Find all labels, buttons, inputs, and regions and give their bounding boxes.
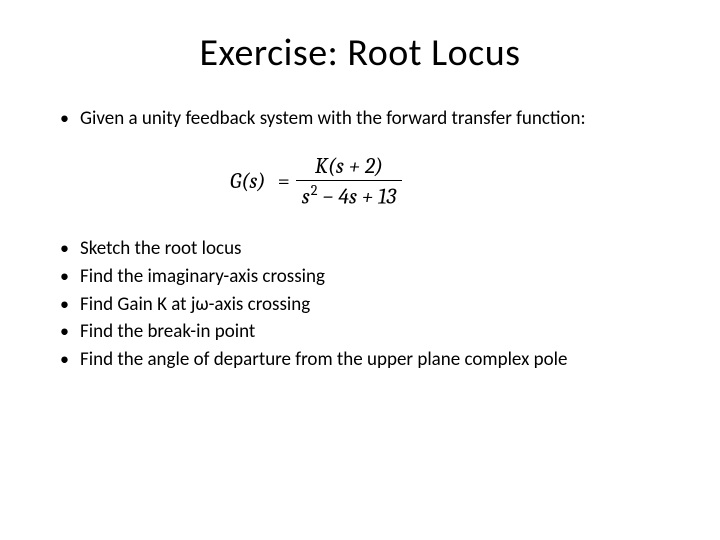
den-s: s bbox=[302, 183, 310, 209]
equation-equals: = bbox=[278, 168, 290, 194]
den-s-exp: 2 bbox=[311, 182, 318, 199]
task-bullet-list: Sketch the root locus Find the imaginary… bbox=[50, 236, 670, 372]
task-bullet-3: Find the break-in point bbox=[50, 319, 670, 345]
intro-bullet: Given a unity feedback system with the f… bbox=[50, 106, 670, 132]
equation-fraction: K(s + 2) s2 − 4s + 13 bbox=[296, 154, 402, 209]
equation-denominator: s2 − 4s + 13 bbox=[296, 180, 402, 209]
den-rest: − 4s + 13 bbox=[318, 183, 397, 209]
task-bullet-4: Find the angle of departure from the upp… bbox=[50, 347, 670, 373]
intro-bullet-list: Given a unity feedback system with the f… bbox=[50, 106, 670, 132]
task-bullet-0: Sketch the root locus bbox=[50, 236, 670, 262]
equation-numerator: K(s + 2) bbox=[309, 154, 389, 180]
task-bullet-1: Find the imaginary-axis crossing bbox=[50, 264, 670, 290]
equation-block: G(s) = K(s + 2) s2 − 4s + 13 bbox=[50, 154, 670, 209]
equation-row: G(s) = K(s + 2) s2 − 4s + 13 bbox=[230, 154, 670, 209]
slide-title: Exercise: Root Locus bbox=[50, 30, 670, 76]
slide: Exercise: Root Locus Given a unity feedb… bbox=[0, 0, 720, 540]
equation-lhs: G(s) bbox=[230, 168, 266, 194]
task-bullet-2: Find Gain K at jω-axis crossing bbox=[50, 292, 670, 318]
